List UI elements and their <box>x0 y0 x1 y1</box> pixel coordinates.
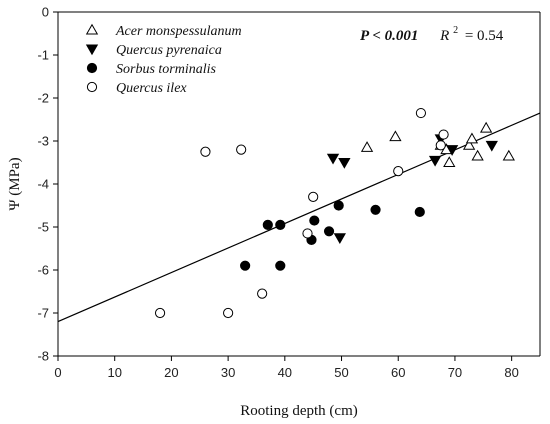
legend-marker <box>85 44 99 56</box>
data-point <box>309 215 320 226</box>
legend-label: Acer monspessulanum <box>115 24 242 39</box>
data-point <box>257 288 268 299</box>
data-point <box>393 166 404 177</box>
data-point <box>338 158 351 169</box>
data-point <box>200 146 211 157</box>
data-point <box>262 219 273 230</box>
y-axis-title: Ψ (MPa) <box>7 157 23 210</box>
p-value-text: P < 0.001 <box>360 28 418 44</box>
data-point <box>465 132 479 144</box>
data-points <box>154 107 515 319</box>
r2-value: = 0.54 <box>465 28 504 44</box>
data-point <box>240 260 251 271</box>
data-point <box>428 155 442 167</box>
y-tick-label: -8 <box>37 349 49 364</box>
x-tick-label: 0 <box>54 365 61 380</box>
legend-label: Quercus ilex <box>116 81 187 96</box>
data-point <box>236 144 247 155</box>
y-tick-label: -7 <box>37 306 49 321</box>
data-point <box>438 129 449 140</box>
data-point <box>223 307 234 319</box>
x-tick-label: 10 <box>107 365 121 380</box>
legend-label: Sorbus torminalis <box>116 62 217 77</box>
x-tick-label: 20 <box>164 365 178 380</box>
legend: Acer monspessulanum Quercus pyrenaica Sorb… <box>85 23 242 96</box>
data-point <box>414 206 425 218</box>
data-point <box>471 149 484 161</box>
data-point <box>415 107 427 119</box>
data-point <box>275 219 286 230</box>
data-point <box>389 130 402 142</box>
y-tick-label: -1 <box>37 48 49 63</box>
data-point <box>445 145 459 156</box>
data-point <box>502 149 515 161</box>
y-tick-label: -4 <box>37 177 49 192</box>
ticks: 0 10 20 30 40 50 60 70 80 0 -1 -2 -3 -4 -5 -6 -7 -8 <box>37 5 518 381</box>
axes <box>57 11 541 357</box>
data-point <box>443 156 456 167</box>
r2-exponent: 2 <box>453 25 458 36</box>
data-point <box>435 140 446 151</box>
y-tick-label: 0 <box>42 5 49 20</box>
data-point <box>360 141 374 152</box>
data-point <box>326 153 340 165</box>
data-point <box>485 140 498 152</box>
legend-marker <box>85 23 99 35</box>
regression-line <box>57 112 541 323</box>
x-tick-label: 30 <box>221 365 235 380</box>
data-point <box>370 204 381 215</box>
data-point <box>275 260 286 271</box>
r2-label: R <box>439 28 449 44</box>
data-point <box>479 121 493 133</box>
data-point <box>333 233 346 245</box>
stats-annotation: P < 0.001 R 2 = 0.54 <box>360 21 504 44</box>
data-point <box>302 228 313 239</box>
y-tick-label: -2 <box>37 91 49 106</box>
x-tick-label: 50 <box>334 365 348 380</box>
x-tick-label: 80 <box>504 365 518 380</box>
data-point <box>462 139 476 150</box>
data-point <box>333 200 344 211</box>
data-point <box>154 307 166 319</box>
y-tick-label: -5 <box>37 220 49 235</box>
y-tick-label: -6 <box>37 263 49 278</box>
y-tick-label: -3 <box>37 134 49 149</box>
legend-marker <box>86 81 98 93</box>
data-point <box>308 191 319 202</box>
x-tick-label: 70 <box>448 365 462 380</box>
data-point <box>323 226 335 237</box>
x-axis-title: Rooting depth (cm) <box>240 403 357 419</box>
x-tick-label: 40 <box>278 365 292 380</box>
legend-label: Quercus pyrenaica <box>116 43 222 58</box>
x-tick-label: 60 <box>391 365 405 380</box>
legend-marker <box>86 62 98 74</box>
